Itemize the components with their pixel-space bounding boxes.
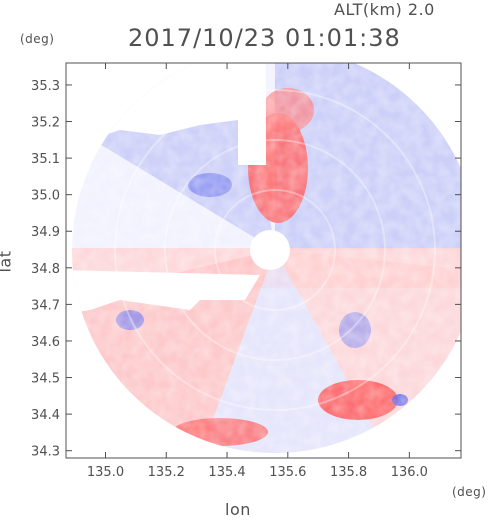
blank-west-wedge bbox=[72, 270, 260, 315]
plot-frame bbox=[65, 62, 462, 459]
lon-tick-label: 135.4 bbox=[208, 465, 245, 480]
x-axis-label: lon bbox=[225, 500, 251, 519]
lat-tick-label: 35.3 bbox=[31, 79, 60, 94]
lon-tick-label: 135.6 bbox=[269, 465, 306, 480]
lon-unit-label: (deg) bbox=[452, 485, 487, 499]
lat-tick-label: 35.2 bbox=[31, 116, 60, 131]
lat-tick-label: 34.5 bbox=[31, 372, 60, 387]
lat-tick-label: 35.0 bbox=[31, 189, 60, 204]
lon-tick-label: 135.2 bbox=[148, 465, 185, 480]
axis-ticks: 34.3 34.4 34.5 34.6 34.7 34.8 34.9 35.0 35.1 35.2… bbox=[31, 63, 461, 480]
radar-center-hole bbox=[250, 230, 290, 270]
lat-tick-label: 34.8 bbox=[31, 262, 60, 277]
lat-unit-label: (deg) bbox=[20, 32, 55, 46]
lon-tick-label: 136.0 bbox=[391, 465, 428, 480]
altitude-label: ALT(km) 2.0 bbox=[334, 0, 435, 19]
lat-tick-label: 34.4 bbox=[31, 408, 60, 423]
lon-tick-label: 135.0 bbox=[87, 465, 124, 480]
blank-north-strip bbox=[238, 63, 266, 165]
lon-tick-label: 135.8 bbox=[330, 465, 367, 480]
lat-tick-label: 34.7 bbox=[31, 298, 60, 313]
radar-field bbox=[72, 63, 461, 453]
lat-tick-label: 34.6 bbox=[31, 335, 60, 350]
lat-tick-label: 34.9 bbox=[31, 225, 60, 240]
lat-tick-label: 35.1 bbox=[31, 152, 60, 167]
lat-tick-label: 34.3 bbox=[31, 445, 60, 460]
timestamp-title: 2017/10/23 01:01:38 bbox=[128, 24, 401, 52]
